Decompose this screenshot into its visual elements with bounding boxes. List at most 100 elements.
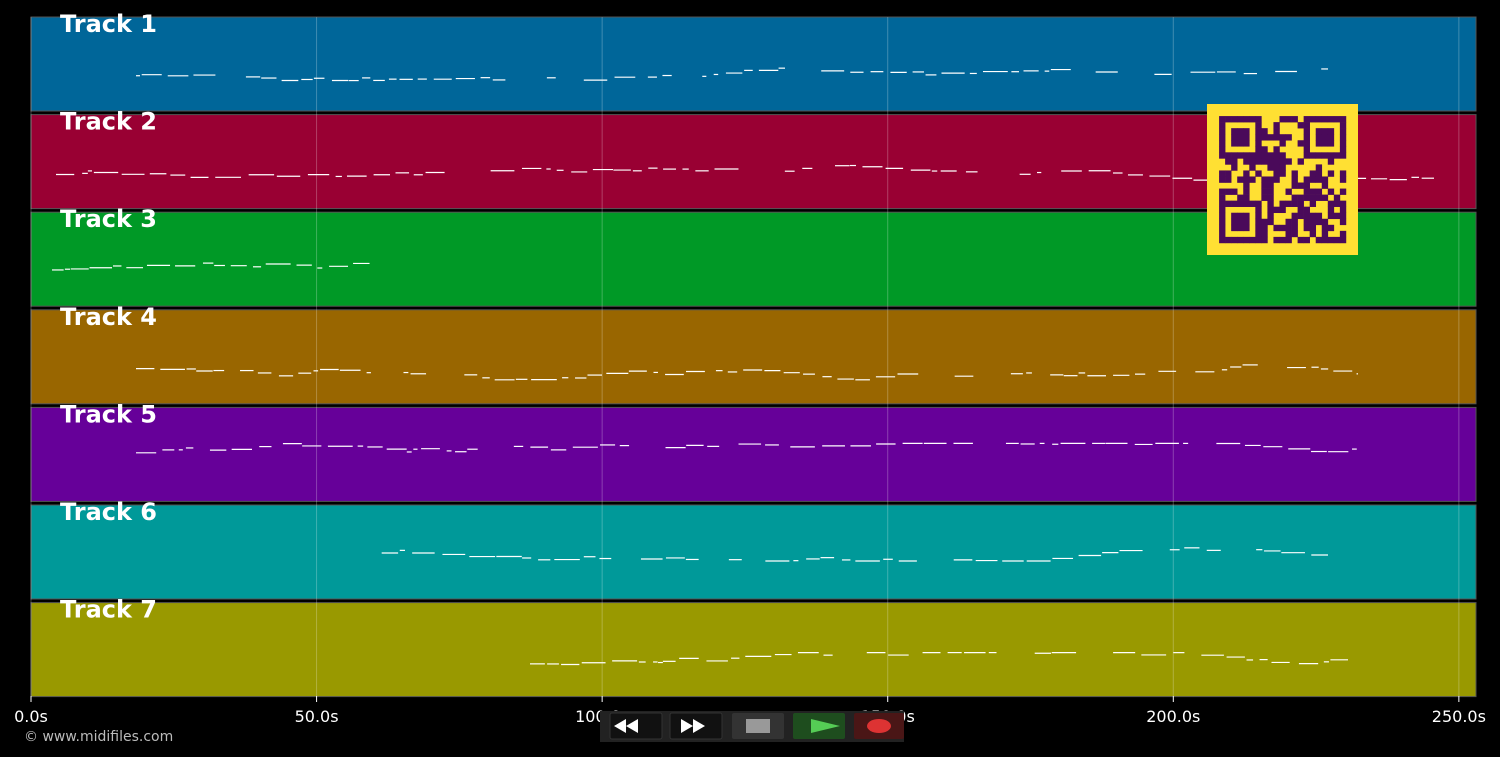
qr-module: [1261, 134, 1268, 141]
qr-module: [1237, 200, 1244, 207]
qr-module: [1255, 236, 1262, 244]
qr-module: [1231, 128, 1238, 135]
qr-module: [1219, 224, 1226, 232]
qr-module: [1261, 182, 1268, 189]
qr-module: [1321, 176, 1329, 183]
qr-module: [1315, 134, 1323, 141]
qr-code: [1207, 104, 1358, 255]
qr-module: [1315, 140, 1323, 147]
qr-module: [1219, 212, 1226, 220]
rewind-button[interactable]: [609, 712, 663, 740]
qr-module: [1255, 146, 1262, 153]
qr-module: [1291, 230, 1298, 238]
qr-module: [1255, 212, 1262, 220]
qr-module: [1279, 134, 1286, 141]
qr-module: [1273, 146, 1280, 153]
qr-module: [1243, 236, 1250, 244]
qr-module: [1267, 200, 1274, 207]
qr-module: [1273, 224, 1280, 232]
qr-module: [1261, 146, 1268, 153]
qr-module: [1273, 170, 1280, 177]
qr-module: [1291, 200, 1298, 207]
qr-module: [1303, 140, 1310, 147]
qr-module: [1327, 134, 1335, 141]
qr-module: [1303, 212, 1310, 220]
qr-module: [1219, 116, 1226, 123]
qr-module: [1219, 134, 1226, 141]
qr-module: [1339, 146, 1347, 153]
qr-module: [1291, 194, 1298, 201]
qr-module: [1267, 152, 1274, 159]
qr-module: [1339, 170, 1347, 177]
qr-module: [1291, 218, 1298, 226]
record-button[interactable]: [854, 713, 904, 739]
qr-module: [1243, 212, 1250, 220]
qr-module: [1231, 152, 1238, 159]
qr-module: [1273, 158, 1280, 165]
qr-module: [1243, 152, 1250, 159]
qr-module: [1249, 200, 1256, 207]
qr-module: [1261, 224, 1268, 232]
qr-module: [1315, 194, 1323, 201]
play-button[interactable]: [793, 713, 845, 739]
qr-module: [1249, 158, 1256, 165]
stop-button[interactable]: [732, 713, 784, 739]
qr-module: [1309, 152, 1317, 159]
qr-module: [1285, 188, 1292, 195]
qr-module: [1237, 134, 1244, 141]
qr-module: [1303, 128, 1310, 135]
qr-module: [1321, 224, 1329, 232]
qr-module: [1303, 122, 1310, 129]
qr-module: [1339, 200, 1347, 207]
qr-module: [1285, 218, 1292, 226]
qr-module: [1291, 116, 1298, 123]
qr-module: [1339, 152, 1347, 159]
qr-module: [1225, 236, 1232, 244]
qr-module: [1297, 158, 1304, 165]
qr-module: [1333, 152, 1341, 159]
qr-module: [1321, 134, 1329, 141]
qr-module: [1309, 170, 1317, 177]
qr-module: [1303, 194, 1310, 201]
qr-module: [1237, 116, 1244, 123]
qr-module: [1219, 218, 1226, 226]
qr-module: [1327, 158, 1335, 165]
qr-module: [1303, 206, 1310, 214]
qr-module: [1321, 128, 1329, 135]
qr-module: [1255, 140, 1262, 147]
qr-module: [1327, 116, 1335, 123]
qr-module: [1309, 230, 1317, 238]
track-label: Track 5: [60, 400, 157, 428]
qr-module: [1279, 170, 1286, 177]
qr-module: [1273, 122, 1280, 129]
qr-module: [1321, 182, 1329, 189]
qr-module: [1243, 116, 1250, 123]
qr-module: [1267, 158, 1274, 165]
qr-module: [1279, 224, 1286, 232]
qr-module: [1243, 176, 1250, 183]
qr-module: [1327, 224, 1335, 232]
qr-module: [1327, 152, 1335, 159]
qr-module: [1327, 188, 1335, 195]
qr-module: [1243, 218, 1250, 226]
qr-module: [1261, 158, 1268, 165]
qr-module: [1315, 188, 1323, 195]
qr-module: [1219, 128, 1226, 135]
qr-module: [1279, 164, 1286, 171]
qr-module: [1267, 176, 1274, 183]
qr-module: [1249, 164, 1256, 171]
fast-forward-button[interactable]: [669, 712, 723, 740]
tick-label: 200.0s: [1146, 707, 1200, 726]
qr-module: [1219, 122, 1226, 129]
qr-module: [1339, 122, 1347, 129]
qr-module: [1279, 200, 1286, 207]
qr-module: [1255, 200, 1262, 207]
qr-module: [1243, 140, 1250, 147]
qr-module: [1225, 188, 1232, 195]
qr-module: [1321, 152, 1329, 159]
qr-module: [1225, 116, 1232, 123]
qr-module: [1291, 170, 1298, 177]
qr-module: [1321, 236, 1329, 244]
qr-module: [1237, 140, 1244, 147]
qr-module: [1339, 140, 1347, 147]
